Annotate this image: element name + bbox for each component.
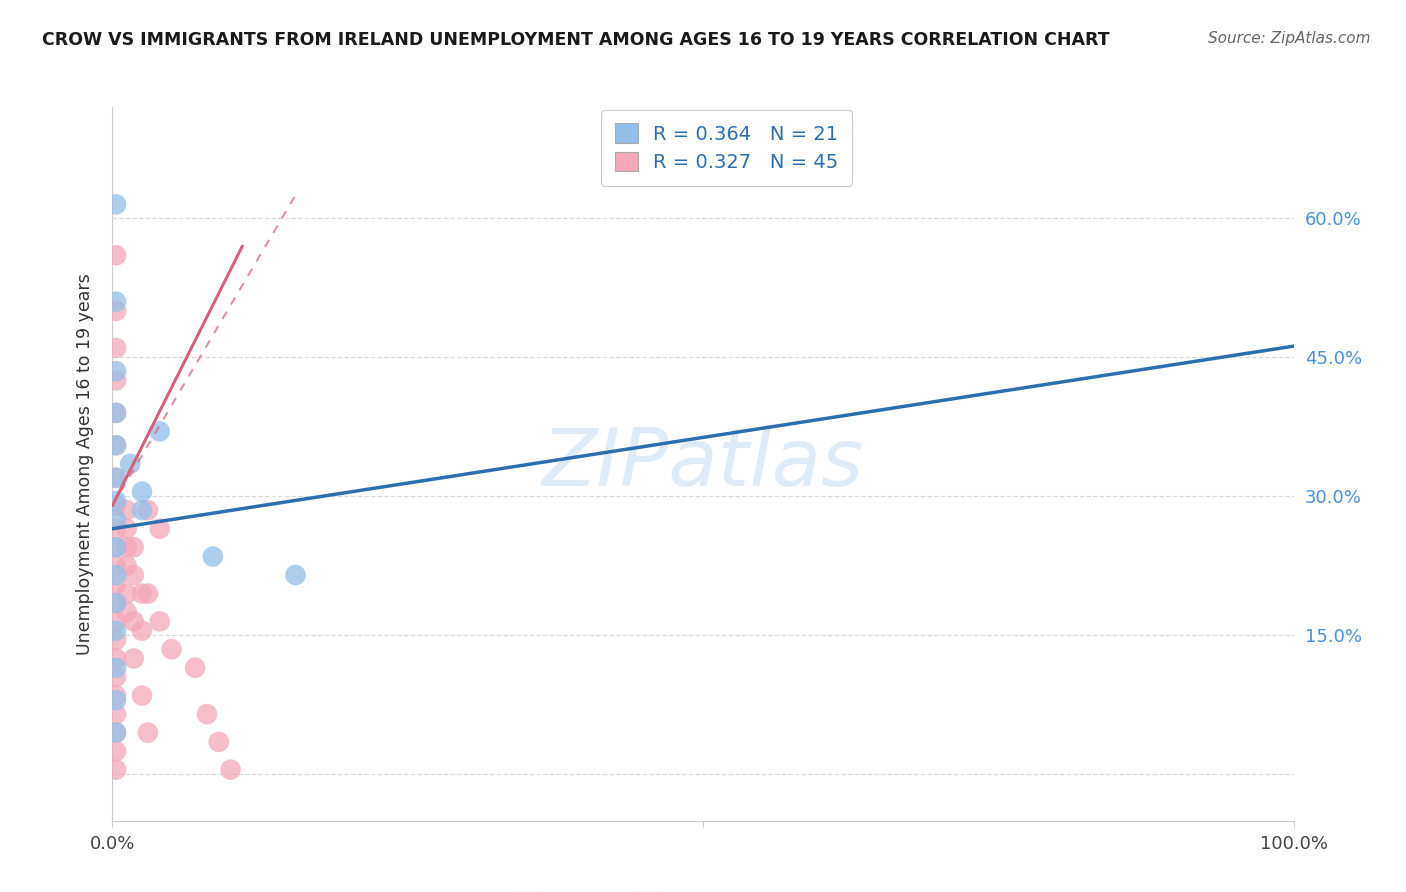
Point [105,471,128,485]
Point [115,605,138,619]
Point [105,541,128,555]
Point [131,586,153,600]
Point [105,499,128,513]
Point [105,512,128,526]
Point [115,522,138,536]
Point [136,586,159,600]
Point [115,541,138,555]
Point [105,304,128,318]
Point [195,707,218,722]
Point [105,471,128,485]
Text: ZIPatlas: ZIPatlas [541,425,865,503]
Point [115,503,138,517]
Point [105,725,128,739]
Point [131,484,153,499]
Point [105,707,128,722]
Point [105,577,128,591]
Point [105,632,128,647]
Point [105,596,128,610]
Y-axis label: Unemployment Among Ages 16 to 19 years: Unemployment Among Ages 16 to 19 years [76,273,94,655]
Point [122,615,145,629]
Point [105,406,128,420]
Point [201,549,224,564]
Point [105,693,128,707]
Point [122,541,145,555]
Point [105,406,128,420]
Point [105,568,128,582]
Point [122,568,145,582]
Point [131,689,153,703]
Point [105,725,128,739]
Point [105,615,128,629]
Point [105,661,128,675]
Point [105,670,128,684]
Point [105,651,128,665]
Point [105,522,128,536]
Point [149,522,172,536]
Point [105,596,128,610]
Point [120,457,142,471]
Point [122,651,145,665]
Point [284,568,307,582]
Point [105,341,128,355]
Point [136,503,159,517]
Point [105,689,128,703]
Point [105,558,128,573]
Point [136,725,159,739]
Point [208,735,231,749]
Point [131,503,153,517]
Point [219,763,242,777]
Point [105,373,128,387]
Text: Source: ZipAtlas.com: Source: ZipAtlas.com [1208,31,1371,46]
Point [149,425,172,439]
Point [105,248,128,262]
Point [131,624,153,638]
Point [105,494,128,508]
Point [105,197,128,211]
Point [105,438,128,452]
Point [105,364,128,378]
Point [149,615,172,629]
Point [105,624,128,638]
Legend: Crow, Immigrants from Ireland: Crow, Immigrants from Ireland [502,883,904,892]
Point [105,294,128,309]
Text: CROW VS IMMIGRANTS FROM IRELAND UNEMPLOYMENT AMONG AGES 16 TO 19 YEARS CORRELATI: CROW VS IMMIGRANTS FROM IRELAND UNEMPLOY… [42,31,1109,49]
Point [105,541,128,555]
Point [105,438,128,452]
Point [160,642,183,657]
Point [184,661,207,675]
Point [105,763,128,777]
Point [115,558,138,573]
Point [105,744,128,758]
Point [115,586,138,600]
